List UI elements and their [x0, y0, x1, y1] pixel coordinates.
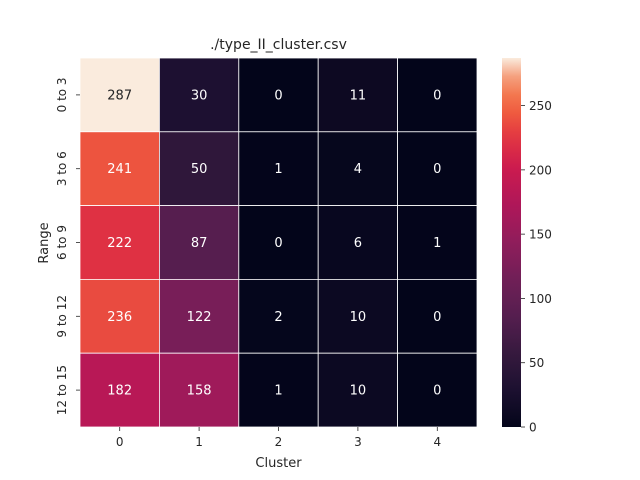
heatmap-cell [238, 352, 319, 428]
y-tick-label: 0 to 3 [55, 77, 69, 112]
colorbar-tick-label: 0 [529, 421, 537, 435]
cell-label: 0 [274, 236, 282, 251]
y-axis-label: Range [37, 222, 52, 263]
y-tick-label: 6 to 9 [55, 225, 69, 260]
heatmap-cell [397, 131, 478, 207]
colorbar-tick-label: 150 [529, 228, 552, 242]
heatmap-cell [238, 57, 319, 133]
colorbar-tick-label: 250 [529, 99, 552, 113]
x-tick-label: 1 [195, 435, 203, 449]
heatmap-cell [79, 352, 160, 428]
x-tick-label: 2 [275, 435, 283, 449]
heatmap-cell [158, 352, 240, 428]
heatmap-cell [238, 131, 319, 207]
colorbar: 0 50 100 150 200 250 [502, 58, 552, 435]
y-tick-label: 12 to 15 [55, 365, 69, 415]
cell-label: 0 [433, 88, 441, 103]
heatmap-cell [317, 278, 399, 354]
heatmap-cell [79, 131, 160, 207]
heatmap-cell [397, 57, 478, 133]
cell-label: 1 [274, 384, 282, 399]
y-axis-ticks: 0 to 3 3 to 6 6 to 9 9 to 12 12 to 15 [55, 77, 80, 415]
heatmap-cell [238, 278, 319, 354]
cell-label: 0 [274, 88, 282, 103]
y-tick-label: 3 to 6 [55, 151, 69, 186]
cell-label: 10 [350, 310, 367, 325]
cell-label: 4 [354, 162, 362, 177]
cell-label: 0 [433, 310, 441, 325]
cell-label: 158 [187, 384, 212, 399]
cell-label: 222 [107, 236, 132, 251]
cell-label: 122 [187, 310, 212, 325]
cell-label: 6 [354, 236, 362, 251]
cell-label: 11 [350, 88, 367, 103]
cell-label: 1 [274, 162, 282, 177]
heatmap-cell [158, 205, 240, 280]
cell-label: 30 [191, 88, 208, 103]
heatmap-cell [158, 278, 240, 354]
x-axis-label: Cluster [255, 456, 302, 471]
heatmap-cell [397, 352, 478, 428]
x-tick-label: 4 [433, 435, 441, 449]
cell-label: 50 [191, 162, 208, 177]
colorbar-tick-label: 50 [529, 356, 544, 370]
cell-label: 1 [433, 236, 441, 251]
cell-label: 0 [433, 384, 441, 399]
x-tick-label: 3 [354, 435, 362, 449]
heatmap-cell [397, 205, 478, 280]
cell-label: 182 [107, 384, 132, 399]
cell-label: 87 [191, 236, 208, 251]
colorbar-tick-label: 100 [529, 292, 552, 306]
x-tick-label: 0 [116, 435, 124, 449]
cell-label: 236 [107, 310, 132, 325]
heatmap-cell [158, 57, 240, 133]
heatmap-cell [238, 205, 319, 280]
colorbar-tick-label: 200 [529, 163, 552, 177]
cell-label: 0 [433, 162, 441, 177]
cell-label: 241 [107, 162, 132, 177]
heatmap-cell [397, 278, 478, 354]
y-tick-label: 9 to 12 [55, 295, 69, 338]
chart-title: ./type_II_cluster.csv [210, 37, 347, 53]
x-axis-ticks: 0 1 2 3 4 [116, 427, 441, 449]
cell-label: 2 [274, 310, 282, 325]
cell-label: 10 [350, 384, 367, 399]
colorbar-gradient [502, 58, 521, 427]
heatmap-cell [317, 57, 399, 133]
cell-label: 287 [107, 88, 132, 103]
heatmap-cell [79, 57, 160, 133]
heatmap-cell [317, 205, 399, 280]
